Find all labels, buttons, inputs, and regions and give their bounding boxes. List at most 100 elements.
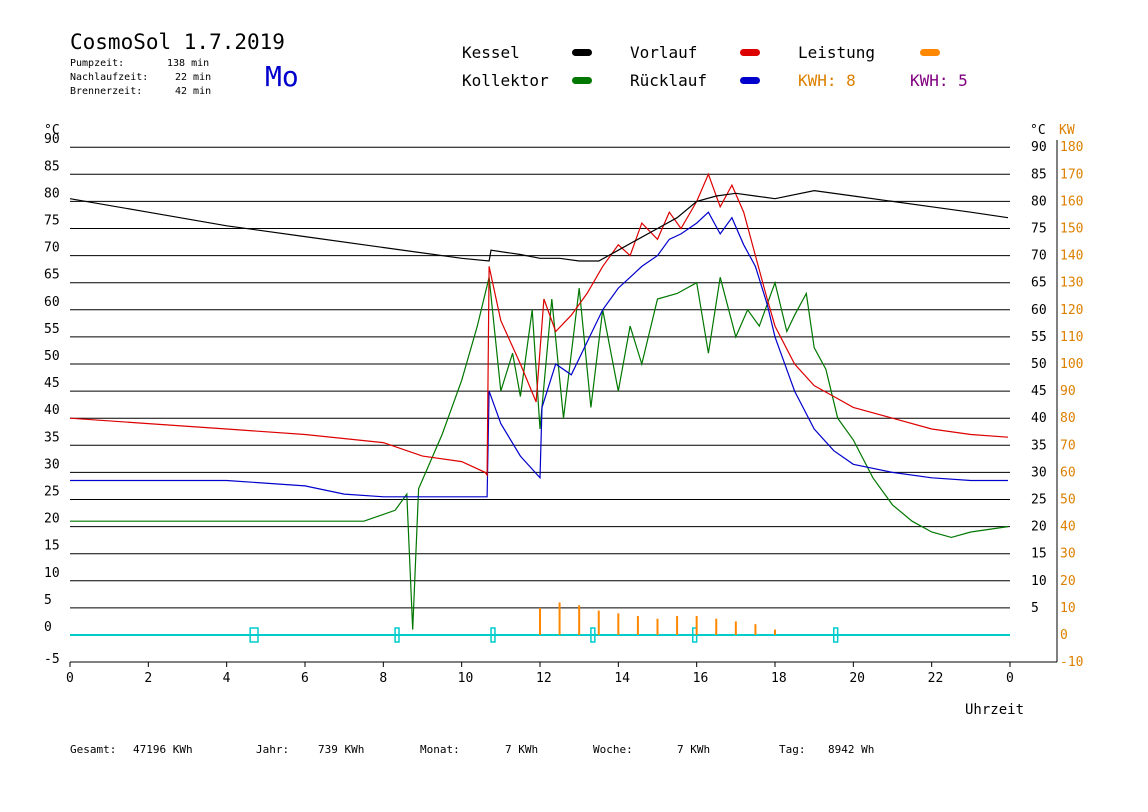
y-tick-label: 15	[44, 539, 60, 554]
y-tick-label: 50	[44, 349, 60, 364]
y-tick-label: 70	[44, 241, 60, 256]
x-tick-label: 10	[458, 671, 474, 686]
y2-tick-label: -10	[1060, 655, 1083, 670]
y2-tick-label: 180	[1060, 140, 1083, 155]
y2-tick-label: 60	[1060, 465, 1076, 480]
y-right-tick-label: 65	[1031, 276, 1047, 291]
y-right-tick-label: 85	[1031, 167, 1047, 182]
pump-time-value: 138 min	[167, 58, 210, 69]
y-right-tick-label: 5	[1031, 601, 1039, 616]
y-tick-label: 40	[44, 403, 60, 418]
left-axis-unit: °C	[44, 123, 60, 138]
y-right-tick-label: 10	[1031, 574, 1047, 589]
pump-interval	[394, 627, 400, 643]
legend-kwh-2: KWH: 5	[910, 71, 968, 90]
brenner-time-value: 42 min	[175, 86, 212, 97]
y-right-tick-label: 15	[1031, 547, 1047, 562]
nachlauf-time-value: 22 min	[175, 72, 212, 83]
y-tick-label: 65	[44, 268, 60, 283]
pump-time-label: Pumpzeit:	[70, 58, 125, 69]
footer-gesamt-label: Gesamt:	[70, 743, 117, 756]
footer-monat-value: 7 KWh	[505, 743, 539, 756]
y-right-tick-label: 80	[1031, 194, 1047, 209]
ruecklauf-line	[70, 211, 1008, 498]
y2-tick-label: 40	[1060, 520, 1076, 535]
y-tick-label: 20	[44, 512, 60, 527]
y2-tick-label: 50	[1060, 493, 1076, 508]
y-right-tick-label: 50	[1031, 357, 1047, 372]
y2-tick-label: 70	[1060, 438, 1076, 453]
y2-tick-label: 170	[1060, 167, 1083, 182]
pump-interval	[490, 627, 496, 643]
vorlauf-line	[69, 172, 1009, 477]
x-tick-label: 16	[693, 671, 709, 686]
legend-leistung-swatch	[920, 49, 940, 56]
x-tick-label: 14	[614, 671, 630, 686]
y-right-tick-label: 90	[1031, 140, 1047, 155]
y-tick-label: 5	[44, 593, 52, 608]
y2-tick-label: 30	[1060, 547, 1076, 562]
x-tick-label: 22	[928, 671, 944, 686]
y-tick-label: 35	[44, 430, 60, 445]
legend-ruecklauf: Rücklauf	[630, 71, 708, 90]
legend-kessel: Kessel	[462, 43, 520, 62]
y-right-tick-label: 20	[1031, 520, 1047, 535]
y-right-tick-label: 30	[1031, 465, 1047, 480]
y2-tick-label: 10	[1060, 601, 1076, 616]
y-tick-label: 30	[44, 457, 60, 472]
y-tick-label: 45	[44, 376, 60, 391]
legend-vorlauf: Vorlauf	[630, 43, 698, 62]
y2-tick-label: 120	[1060, 303, 1083, 318]
right-axis-unit-kw: KW	[1059, 123, 1075, 138]
x-tick-label: 0	[66, 671, 74, 686]
pump-interval	[590, 627, 596, 643]
kollektor-line	[70, 277, 1009, 630]
footer-tag-value: 8942 Wh	[828, 743, 875, 756]
nachlauf-time-label: Nachlaufzeit:	[70, 72, 149, 83]
x-axis-title: Uhrzeit	[965, 702, 1025, 718]
y2-tick-label: 130	[1060, 276, 1083, 291]
y-tick-label: 55	[44, 322, 60, 337]
y-tick-label: -5	[44, 652, 60, 667]
y2-tick-label: 140	[1060, 249, 1083, 264]
y-tick-label: 90	[44, 132, 60, 147]
pump-interval	[833, 627, 839, 643]
y2-tick-label: 20	[1060, 574, 1076, 589]
x-tick-label: 4	[223, 671, 231, 686]
x-tick-label: 20	[849, 671, 865, 686]
legend-ruecklauf-swatch	[740, 77, 760, 84]
y-right-tick-label: 45	[1031, 384, 1047, 399]
y2-tick-label: 150	[1060, 222, 1083, 237]
y2-tick-label: 80	[1060, 411, 1076, 426]
y2-tick-label: 0	[1060, 628, 1068, 643]
y-tick-label: 85	[44, 159, 60, 174]
footer-tag-label: Tag:	[779, 743, 806, 756]
y2-tick-label: 90	[1060, 384, 1076, 399]
x-tick-label: 12	[536, 671, 552, 686]
legend-kollektor-swatch	[572, 77, 592, 84]
footer-monat-label: Monat:	[420, 743, 460, 756]
y-tick-label: 75	[44, 214, 60, 229]
y-right-tick-label: 40	[1031, 411, 1047, 426]
x-tick-label: 6	[301, 671, 309, 686]
y2-tick-label: 160	[1060, 194, 1083, 209]
legend-vorlauf-swatch	[740, 49, 760, 56]
kessel-line	[69, 189, 1009, 262]
x-tick-label: 2	[144, 671, 152, 686]
y-tick-label: 80	[44, 186, 60, 201]
weekday-label: Mo	[265, 60, 299, 93]
y-right-tick-label: 60	[1031, 303, 1047, 318]
y-right-tick-label: 70	[1031, 249, 1047, 264]
y-tick-label: 25	[44, 485, 60, 500]
footer-jahr-label: Jahr:	[256, 743, 290, 756]
footer-woche-value: 7 KWh	[677, 743, 711, 756]
footer-jahr-value: 739 KWh	[318, 743, 365, 756]
y-right-tick-label: 25	[1031, 493, 1047, 508]
y2-tick-label: 100	[1060, 357, 1083, 372]
x-tick-label: 8	[379, 671, 387, 686]
y2-tick-label: 110	[1060, 330, 1083, 345]
y-tick-label: 60	[44, 295, 60, 310]
chart-title: CosmoSol 1.7.2019	[70, 30, 285, 54]
y-tick-label: 10	[44, 566, 60, 581]
legend-kollektor: Kollektor	[462, 71, 549, 90]
